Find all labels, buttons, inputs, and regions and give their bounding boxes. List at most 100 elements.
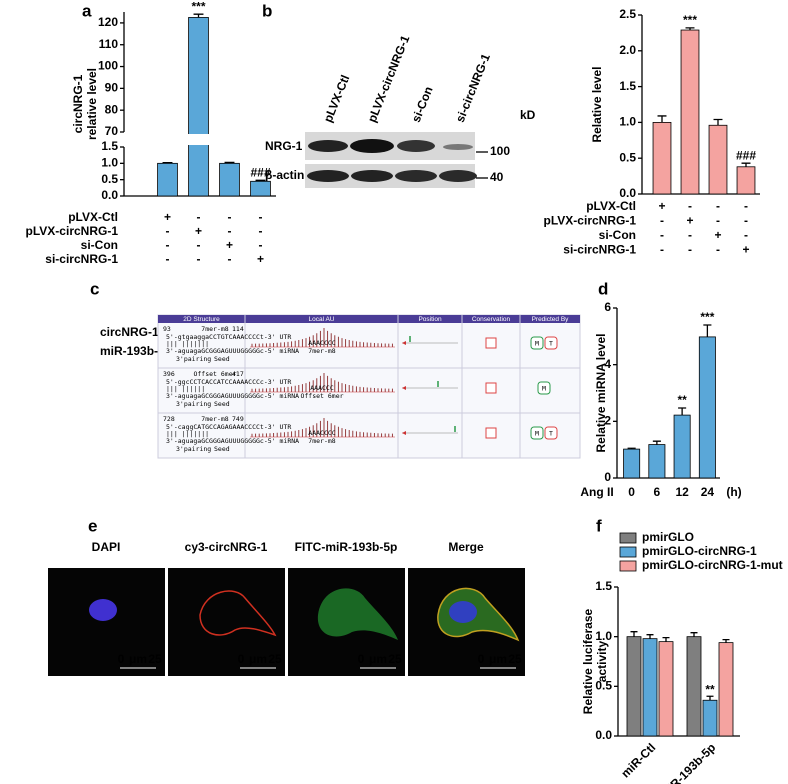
panel-label: c: [90, 279, 99, 298]
predictor-badge: [530, 426, 544, 440]
site-end: 417: [232, 370, 244, 378]
au-profile: [251, 418, 393, 437]
bar: [250, 180, 271, 197]
y-tick-label: 2.0: [619, 43, 636, 57]
condition-label: pLVX-Ctl: [68, 210, 118, 224]
seed-label: Seed: [214, 355, 230, 363]
condition-label: si-Con: [81, 238, 118, 252]
channel-label: cy3-circNRG-1: [185, 540, 268, 554]
condition-sign: +: [195, 224, 202, 238]
condition-sign: -: [660, 228, 664, 242]
position-arrow: [402, 341, 406, 345]
legend-swatch: [619, 560, 637, 572]
error-bar: [703, 324, 712, 337]
condition-sign: -: [716, 214, 720, 228]
bar: [623, 448, 641, 479]
condition-sign: -: [660, 214, 664, 228]
utr-seq: 5'-ggcCCTCACCATCCAAAACCCc-3' UTR: [166, 378, 291, 386]
condition-sign: -: [688, 199, 692, 213]
pairing-label: 3'pairing: [176, 400, 211, 408]
y-tick-label: 110: [99, 37, 119, 51]
error-bar: [224, 161, 235, 164]
legend-swatch: [619, 546, 637, 558]
bar: [652, 122, 672, 195]
error-bar: [255, 179, 266, 182]
conservation-box: [485, 427, 497, 439]
predictor-badge: [544, 426, 558, 440]
bar: [686, 636, 702, 737]
condition-sign: -: [688, 243, 692, 257]
bar: [702, 699, 718, 737]
bar: [157, 162, 178, 197]
microscopy: [48, 568, 525, 676]
condition-sign: +: [686, 214, 693, 228]
scale-bar-text: 25: [388, 652, 402, 666]
bar: [698, 336, 716, 479]
y-tick-label: 90: [105, 81, 119, 95]
channel-label: DAPI: [92, 540, 121, 554]
query-label: miR-193b-5p: [100, 344, 172, 358]
condition-sign: +: [742, 243, 749, 257]
condition-label: pLVX-Ctl: [586, 199, 636, 213]
bar: [718, 642, 734, 737]
predictor: M: [542, 385, 546, 393]
condition-sign: +: [226, 238, 233, 252]
error-bar: [741, 162, 751, 167]
scale-bar-text: 25: [268, 652, 282, 666]
au-type: Offset 6mer: [300, 392, 343, 400]
error-bar: [652, 440, 661, 445]
condition-sign: -: [716, 243, 720, 257]
condition-sign: -: [166, 252, 170, 266]
bar: [736, 166, 756, 195]
blot-marker: 100: [490, 144, 510, 158]
panel-label: d: [598, 279, 608, 298]
y-tick-label: 80: [105, 102, 119, 116]
predictor: T: [549, 430, 553, 438]
table-header: [158, 315, 580, 323]
condition-sign: -: [259, 210, 263, 224]
condition-sign: -: [197, 238, 201, 252]
pairing-label: 3'pairing: [176, 355, 211, 363]
bar: [673, 414, 691, 479]
pairing-match: ||| |||||||: [166, 430, 209, 438]
legend-label: pmirGLO: [642, 530, 694, 544]
channel-label: Merge: [448, 540, 484, 554]
mirna-seq: 3'-aguagaGCGGGAGUUUGGGGGc-5' miRNA: [166, 347, 299, 355]
condition-sign: -: [660, 243, 664, 257]
legend-label: pmirGLO-circNRG-1-mut: [642, 558, 783, 572]
error-bar: [662, 637, 670, 642]
error-bar: [706, 695, 714, 701]
conservation-box: [485, 337, 497, 349]
scale-bar-text: 25: [508, 652, 522, 666]
y-tick-label: 1.5: [619, 79, 636, 93]
condition-label: si-Con: [599, 228, 636, 242]
x-tick-label: miR-193b-5p: [658, 740, 719, 784]
y-tick-label: 0: [604, 470, 611, 484]
bar: [219, 162, 240, 197]
panel-label: f: [596, 516, 602, 535]
scale-bar-text: μm: [369, 652, 387, 666]
condition-sign: -: [259, 224, 263, 238]
predictor: M: [535, 430, 539, 438]
significance: ***: [683, 13, 697, 27]
y-axis-label: activity: [595, 640, 609, 682]
panel-label: e: [88, 516, 97, 535]
y-tick-label: 2: [604, 414, 611, 428]
site-end: 749: [232, 415, 244, 423]
y-axis-label: Relative miRNA level: [594, 334, 608, 453]
bar: [708, 124, 728, 195]
panel-label: b: [262, 1, 272, 20]
condition-sign: +: [164, 210, 171, 224]
query-label: circNRG-1: [100, 325, 159, 339]
error-bar: [678, 407, 687, 416]
condition-sign: -: [228, 210, 232, 224]
error-bar: [713, 118, 723, 126]
bar: [626, 636, 642, 737]
y-tick-label: 2.5: [619, 7, 636, 21]
y-tick-label: 120: [98, 15, 118, 29]
condition-sign: -: [166, 224, 170, 238]
error-bar: [690, 632, 698, 637]
significance: **: [705, 682, 715, 696]
position-arrow: [402, 431, 406, 435]
table-frame: [157, 314, 581, 459]
